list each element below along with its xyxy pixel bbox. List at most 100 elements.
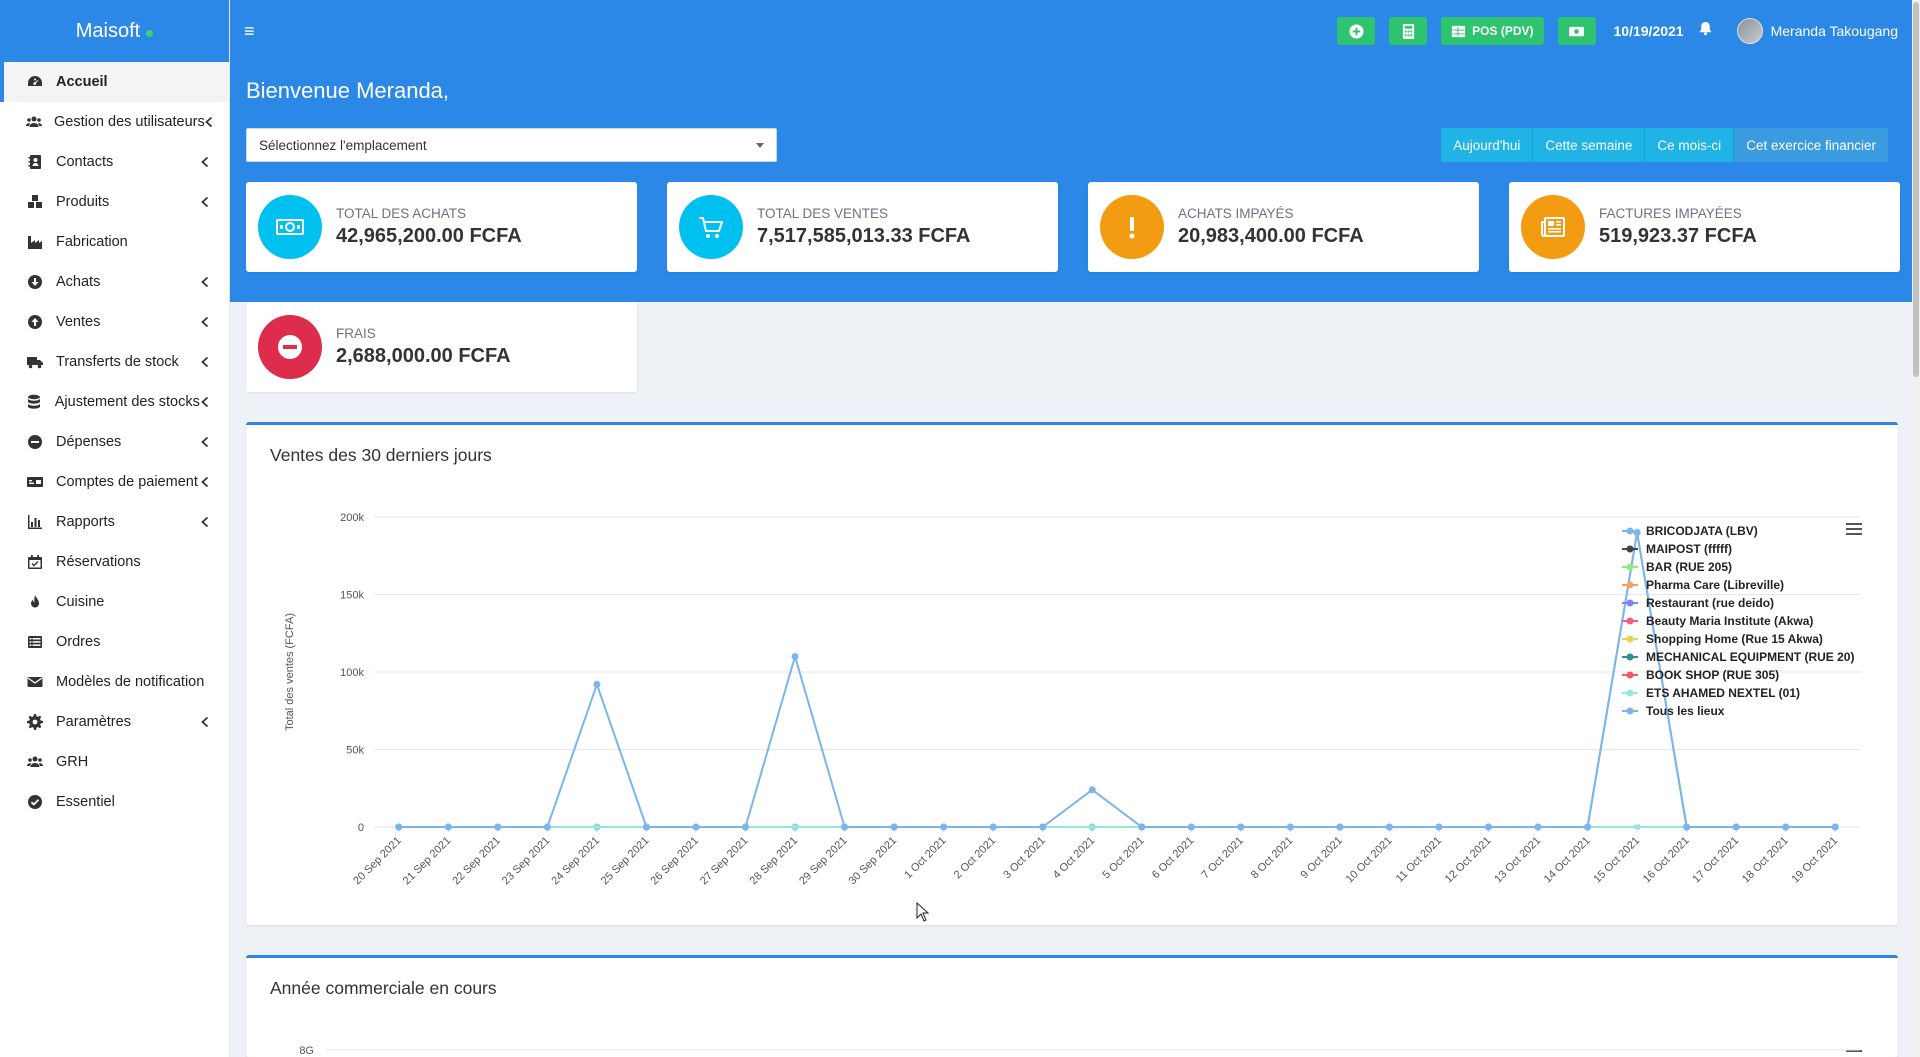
sidebar-item-ordres[interactable]: Ordres <box>0 622 229 662</box>
data-point[interactable] <box>494 823 502 831</box>
data-point[interactable] <box>1336 823 1344 831</box>
chevron-left-icon <box>201 437 209 447</box>
data-point[interactable] <box>444 823 452 831</box>
cash-register-button[interactable] <box>1557 17 1596 45</box>
data-point[interactable] <box>692 823 700 831</box>
data-point[interactable] <box>543 823 551 831</box>
data-point[interactable] <box>1237 823 1245 831</box>
legend-item[interactable]: Restaurant (rue deido) <box>1646 596 1774 610</box>
x-tick-label: 8 Oct 2021 <box>1249 835 1296 882</box>
data-point[interactable] <box>1534 823 1542 831</box>
legend-item[interactable]: BAR (RUE 205) <box>1646 560 1732 574</box>
legend-item[interactable]: BRICODJATA (LBV) <box>1646 524 1758 538</box>
page-scrollbar[interactable] <box>1912 0 1920 1057</box>
data-point[interactable] <box>1435 823 1443 831</box>
legend-item[interactable]: Shopping Home (Rue 15 Akwa) <box>1646 632 1823 646</box>
data-point[interactable] <box>742 823 749 831</box>
legend-item[interactable]: BOOK SHOP (RUE 305) <box>1646 668 1779 682</box>
data-point[interactable] <box>1088 786 1096 794</box>
x-tick-label: 3 Oct 2021 <box>1001 835 1048 882</box>
stat-label: FACTURES IMPAYÉES <box>1599 206 1742 221</box>
data-point[interactable] <box>395 823 403 831</box>
sidebar-item-rapports[interactable]: Rapports <box>0 502 229 542</box>
scrollbar-thumb[interactable] <box>1913 2 1919 377</box>
data-point[interactable] <box>594 824 600 830</box>
sidebar-item-depenses[interactable]: Dépenses <box>0 422 229 462</box>
sidebar-item-contacts[interactable]: Contacts <box>0 142 229 182</box>
menu-toggle-icon[interactable]: ≡ <box>244 20 255 41</box>
table-icon <box>1452 25 1466 37</box>
sidebar-item-ventes[interactable]: Ventes <box>0 302 229 342</box>
sidebar-item-grh[interactable]: GRH <box>0 742 229 782</box>
sidebar-item-reservations[interactable]: Réservations <box>0 542 229 582</box>
user-menu[interactable]: Meranda Takougang <box>1736 18 1898 44</box>
data-point[interactable] <box>1039 823 1047 831</box>
data-point[interactable] <box>791 653 799 660</box>
data-point[interactable] <box>593 680 601 688</box>
sidebar-item-gestion-des-utilisateurs[interactable]: Gestion des utilisateurs <box>0 102 229 142</box>
chart-menu-icon[interactable] <box>1846 1050 1862 1055</box>
bar-chart-icon <box>26 513 44 531</box>
data-point[interactable] <box>989 823 997 831</box>
sidebar-item-cuisine[interactable]: Cuisine <box>0 582 229 622</box>
data-point[interactable] <box>1584 823 1592 831</box>
pos-button[interactable]: POS (PDV) <box>1441 17 1544 45</box>
sidebar: Maisoft Accueil Gestion des utilisateurs C… <box>0 0 230 1057</box>
data-point[interactable] <box>1089 824 1095 830</box>
data-point[interactable] <box>940 823 948 831</box>
stat-icon-container <box>1521 195 1585 259</box>
notifications-button[interactable] <box>1698 21 1713 41</box>
data-point[interactable] <box>1385 823 1393 831</box>
legend-item[interactable]: Pharma Care (Libreville) <box>1646 578 1784 592</box>
sidebar-item-parametres[interactable]: Paramètres <box>0 702 229 742</box>
data-point[interactable] <box>1782 823 1790 831</box>
stat-value: 519,923.37 FCFA <box>1599 225 1757 247</box>
sidebar-item-ajustement-des-stocks[interactable]: Ajustement des stocks <box>0 382 229 422</box>
data-point[interactable] <box>1732 823 1740 831</box>
sidebar-item-accueil[interactable]: Accueil <box>0 62 229 102</box>
sidebar-item-fabrication[interactable]: Fabrication <box>0 222 229 262</box>
add-button[interactable] <box>1337 17 1376 45</box>
legend-item[interactable]: Beauty Maria Institute (Akwa) <box>1646 614 1813 628</box>
submenu-toggle <box>199 316 211 328</box>
legend-item[interactable]: MECHANICAL EQUIPMENT (RUE 20) <box>1646 650 1854 664</box>
calculator-button[interactable] <box>1389 17 1428 45</box>
x-tick-label: 23 Sep 2021 <box>500 835 553 888</box>
location-select[interactable]: Sélectionnez l'emplacement <box>246 128 777 162</box>
sidebar-item-modeles-de-notification[interactable]: Modèles de notification <box>0 662 229 702</box>
y-tick-label: 100k <box>340 667 364 679</box>
sidebar-item-label: Cuisine <box>56 594 105 610</box>
legend-marker <box>1626 599 1634 607</box>
data-point[interactable] <box>1683 823 1691 831</box>
data-point[interactable] <box>642 823 650 831</box>
legend-item[interactable]: Tous les lieux <box>1646 704 1725 718</box>
legend-item[interactable]: ETS AHAMED NEXTEL (01) <box>1646 686 1800 700</box>
data-point[interactable] <box>1634 824 1640 830</box>
chevron-down-icon <box>756 142 764 148</box>
data-point[interactable] <box>1138 823 1146 831</box>
period-week-button[interactable]: Cette semaine <box>1533 128 1646 162</box>
sidebar-item-produits[interactable]: Produits <box>0 182 229 222</box>
stat-icon-container <box>679 195 743 259</box>
sidebar-item-essentiel[interactable]: Essentiel <box>0 782 229 822</box>
data-point[interactable] <box>792 824 798 830</box>
data-point[interactable] <box>1831 823 1839 831</box>
data-point[interactable] <box>1485 823 1492 831</box>
sidebar-item-label: GRH <box>56 754 89 770</box>
period-today-button[interactable]: Aujourd'hui <box>1441 128 1534 162</box>
legend-item[interactable]: MAIPOST (fffff) <box>1646 542 1732 556</box>
sidebar-item-achats[interactable]: Achats <box>0 262 229 302</box>
data-point[interactable] <box>1187 823 1195 831</box>
period-month-button[interactable]: Ce mois-ci <box>1645 128 1735 162</box>
sales-chart: 0 50k 100k 150k 200k Total des ventes (FCFA) 2… <box>284 512 1860 888</box>
period-fiscal-year-button[interactable]: Cet exercice financier <box>1734 128 1888 162</box>
sidebar-item-transferts-de-stock[interactable]: Transferts de stock <box>0 342 229 382</box>
data-point[interactable] <box>890 823 898 831</box>
data-point[interactable] <box>1286 823 1294 831</box>
sidebar-item-label: Comptes de paiement <box>56 474 198 490</box>
sidebar-item-comptes-de-paiement[interactable]: Comptes de paiement <box>0 462 229 502</box>
x-tick-label: 11 Oct 2021 <box>1394 835 1444 885</box>
chart-menu-icon[interactable] <box>1846 523 1862 538</box>
data-point[interactable] <box>841 823 849 831</box>
brand-logo[interactable]: Maisoft <box>0 0 229 62</box>
